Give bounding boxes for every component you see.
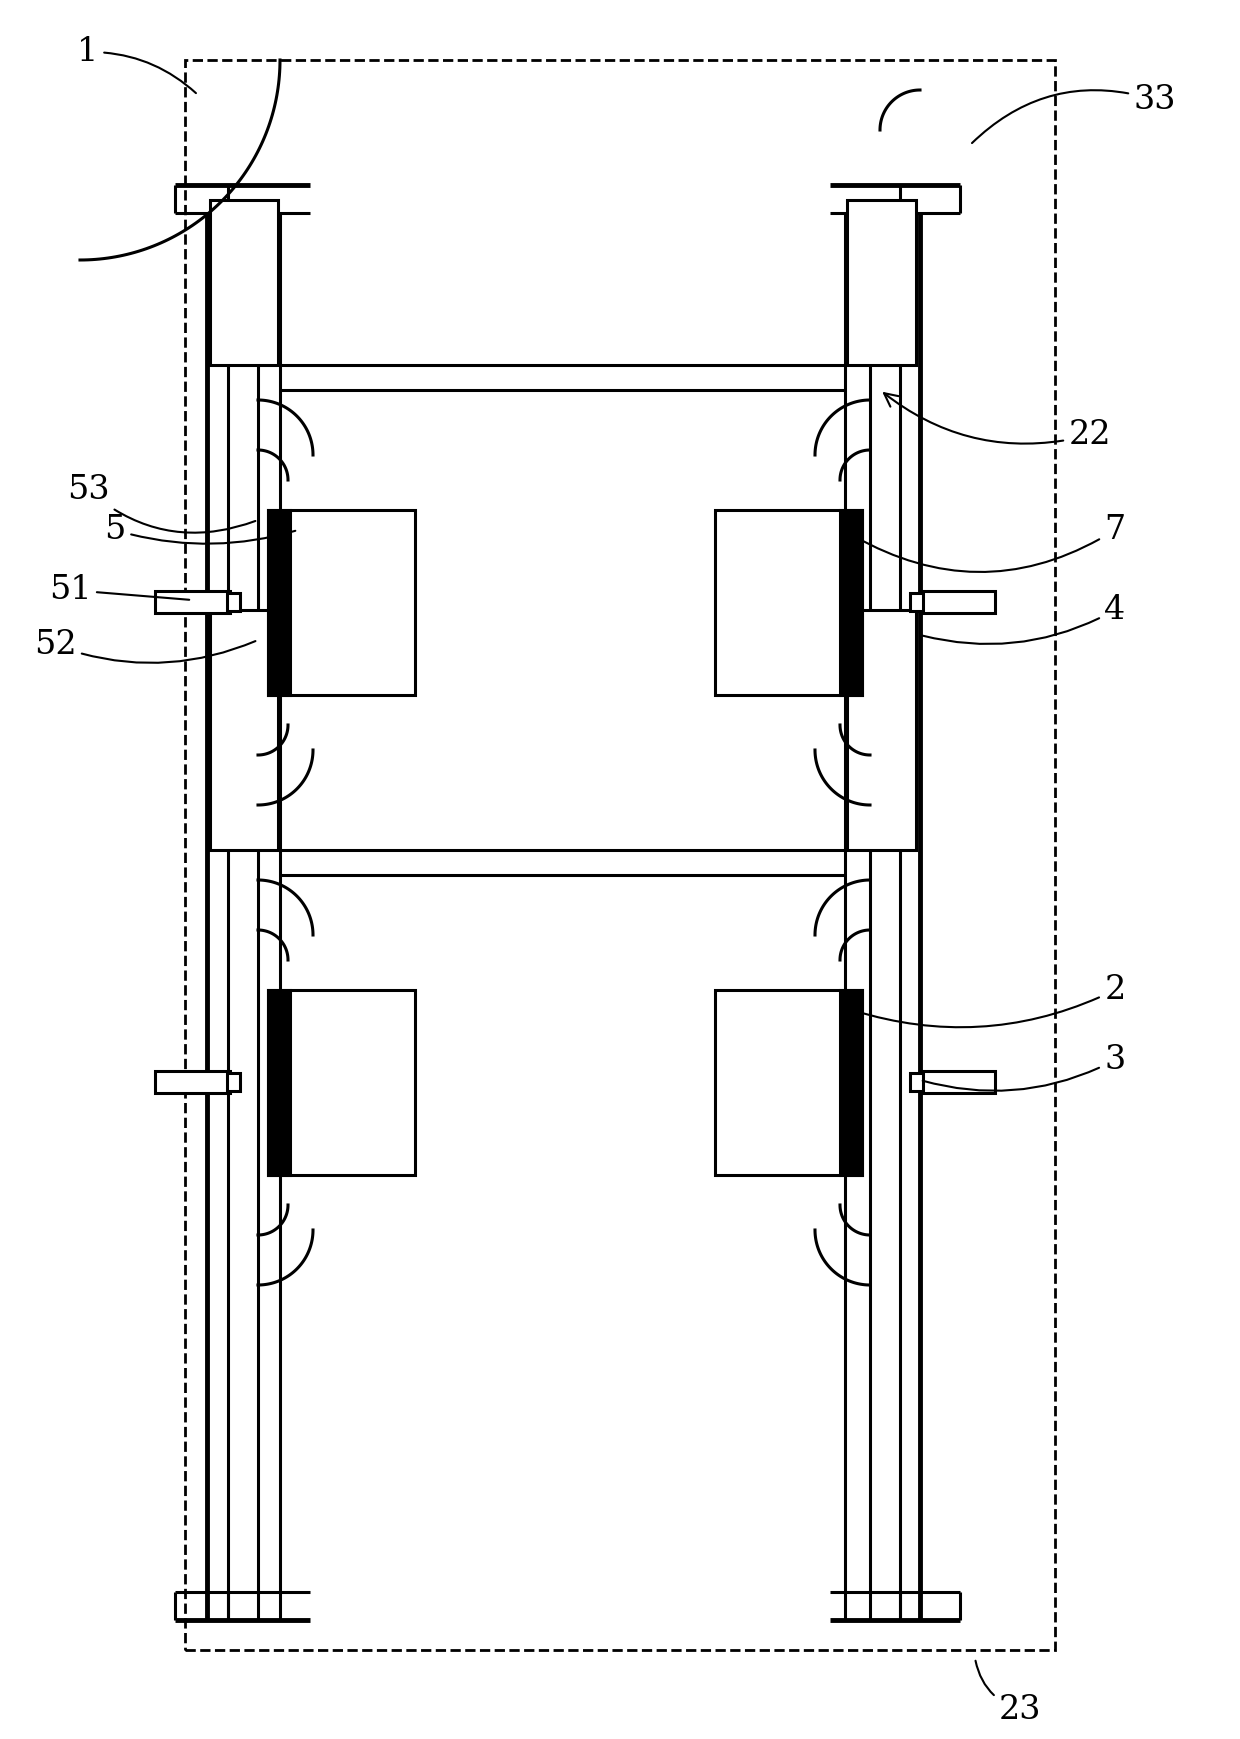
Bar bbox=[268, 989, 415, 1176]
Bar bbox=[910, 1073, 923, 1090]
Bar bbox=[715, 510, 862, 696]
Bar bbox=[839, 510, 862, 696]
Bar bbox=[210, 610, 278, 850]
Text: 51: 51 bbox=[48, 574, 190, 605]
Bar bbox=[839, 989, 862, 1176]
Text: 5: 5 bbox=[104, 515, 295, 546]
Bar bbox=[268, 510, 290, 696]
Bar bbox=[155, 591, 229, 614]
Text: 3: 3 bbox=[923, 1043, 1126, 1090]
Text: 1: 1 bbox=[77, 37, 196, 94]
Text: 33: 33 bbox=[972, 83, 1177, 143]
Text: 23: 23 bbox=[976, 1661, 1042, 1727]
Bar bbox=[227, 593, 241, 610]
Text: 22: 22 bbox=[884, 393, 1111, 450]
Bar bbox=[920, 1071, 994, 1094]
Text: 52: 52 bbox=[33, 630, 255, 663]
Bar bbox=[185, 61, 1055, 1650]
Bar bbox=[155, 1071, 229, 1094]
Bar bbox=[920, 591, 994, 614]
Bar bbox=[210, 200, 278, 365]
Text: 53: 53 bbox=[67, 475, 255, 532]
Text: 7: 7 bbox=[854, 515, 1126, 572]
Bar bbox=[268, 989, 290, 1176]
Bar bbox=[847, 200, 916, 365]
Bar bbox=[847, 610, 916, 850]
Bar bbox=[715, 989, 862, 1176]
Bar bbox=[227, 1073, 241, 1090]
Text: 2: 2 bbox=[854, 974, 1126, 1028]
Text: 4: 4 bbox=[923, 595, 1126, 643]
Bar bbox=[268, 510, 415, 696]
Bar bbox=[910, 593, 923, 610]
